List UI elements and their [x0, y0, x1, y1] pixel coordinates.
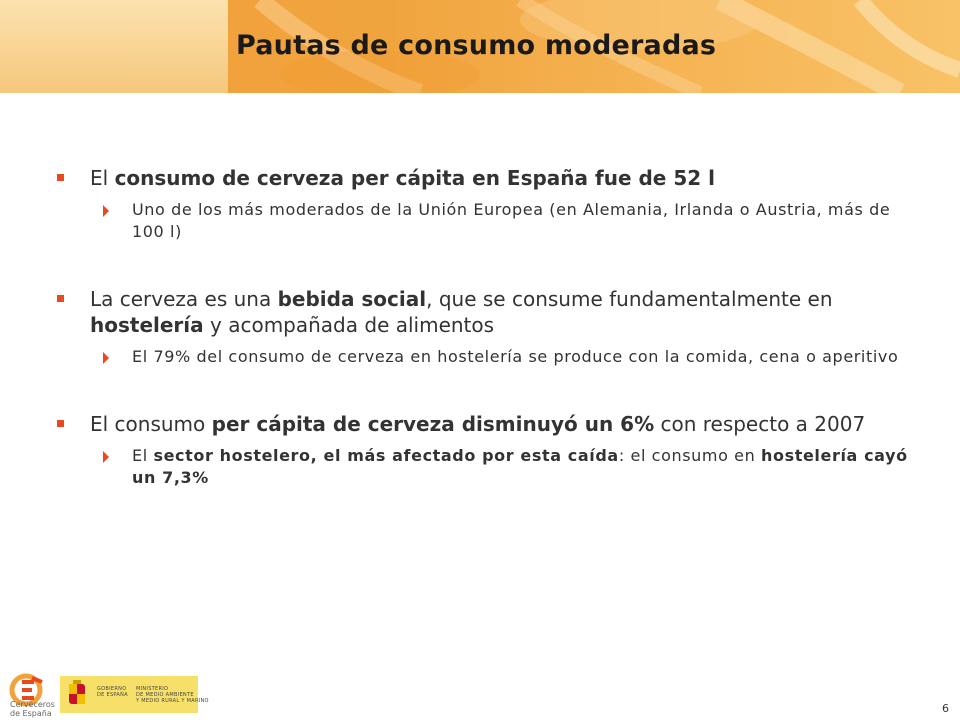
square-bullet-icon [57, 174, 64, 181]
ministry-label-line: DE MEDIO AMBIENTE [136, 692, 194, 698]
sub-bullet-item: Uno de los más moderados de la Unión Eur… [57, 199, 917, 243]
bullet-item: La cerveza es una bebida social, que se … [57, 286, 917, 338]
bullet-text: El [90, 166, 115, 190]
sub-bullet-text-bold: sector hostelero, el más afectado por es… [153, 446, 619, 465]
bullet-text-bold: bebida social [277, 287, 427, 311]
bullet-item: El consumo per cápita de cerveza disminu… [57, 411, 917, 437]
ministry-label-line: Y MEDIO RURAL Y MARINO [136, 698, 209, 704]
bullet-text-bold: hostelería [90, 313, 204, 337]
gov-label-line: GOBIERNO [97, 686, 127, 692]
header-banner: Pautas de consumo moderadas [0, 0, 960, 93]
bullet-text-bold: consumo de cerveza per cápita en España … [114, 166, 715, 190]
sub-bullet-text: El [132, 446, 154, 465]
square-bullet-icon [57, 295, 64, 302]
bullet-text: La cerveza es una [90, 287, 278, 311]
ministry-label: MINISTERIO DE MEDIO AMBIENTE Y MEDIO RUR… [136, 686, 209, 704]
cerveceros-logo-icon [9, 673, 43, 707]
bullet-text: , que se consume fundamentalmente en [426, 287, 833, 311]
bullet-text: El consumo [90, 412, 212, 436]
logo-text-line: Cerveceros [10, 700, 55, 709]
triangle-bullet-icon [103, 205, 109, 217]
coat-of-arms-icon [69, 680, 85, 704]
government-label: GOBIERNO DE ESPAÑA [97, 686, 128, 698]
bullet-text: con respecto a 2007 [654, 412, 866, 436]
page-title: Pautas de consumo moderadas [236, 30, 717, 61]
square-bullet-icon [57, 420, 64, 427]
logo-text: Cerveceros de España [10, 700, 55, 718]
bullet-list: El consumo de cerveza per cápita en Espa… [57, 165, 917, 489]
sub-bullet-item: El sector hostelero, el más afectado por… [57, 445, 917, 489]
ministry-label-line: MINISTERIO [136, 686, 169, 692]
sub-bullet-item: El 79% del consumo de cerveza en hostele… [57, 346, 917, 368]
triangle-bullet-icon [103, 451, 109, 463]
bullet-item: El consumo de cerveza per cápita en Espa… [57, 165, 917, 191]
sub-bullet-text-bold: hostelería cayó un 7,3% [132, 446, 908, 487]
header-decoration [254, 0, 960, 93]
bullet-text-bold: per cápita de cerveza disminuyó un 6% [211, 412, 655, 436]
sub-bullet-text: El 79% del consumo de cerveza en hostele… [132, 347, 899, 366]
header-left-panel [0, 0, 228, 93]
sub-bullet-text: : el consumo en [618, 446, 762, 465]
triangle-bullet-icon [103, 352, 109, 364]
logo-text-line: de España [10, 709, 52, 718]
bullet-text: y acompañada de alimentos [203, 313, 495, 337]
gov-label-line: DE ESPAÑA [97, 692, 128, 698]
page-number: 6 [942, 702, 949, 715]
sub-bullet-text: Uno de los más moderados de la Unión Eur… [132, 200, 891, 241]
